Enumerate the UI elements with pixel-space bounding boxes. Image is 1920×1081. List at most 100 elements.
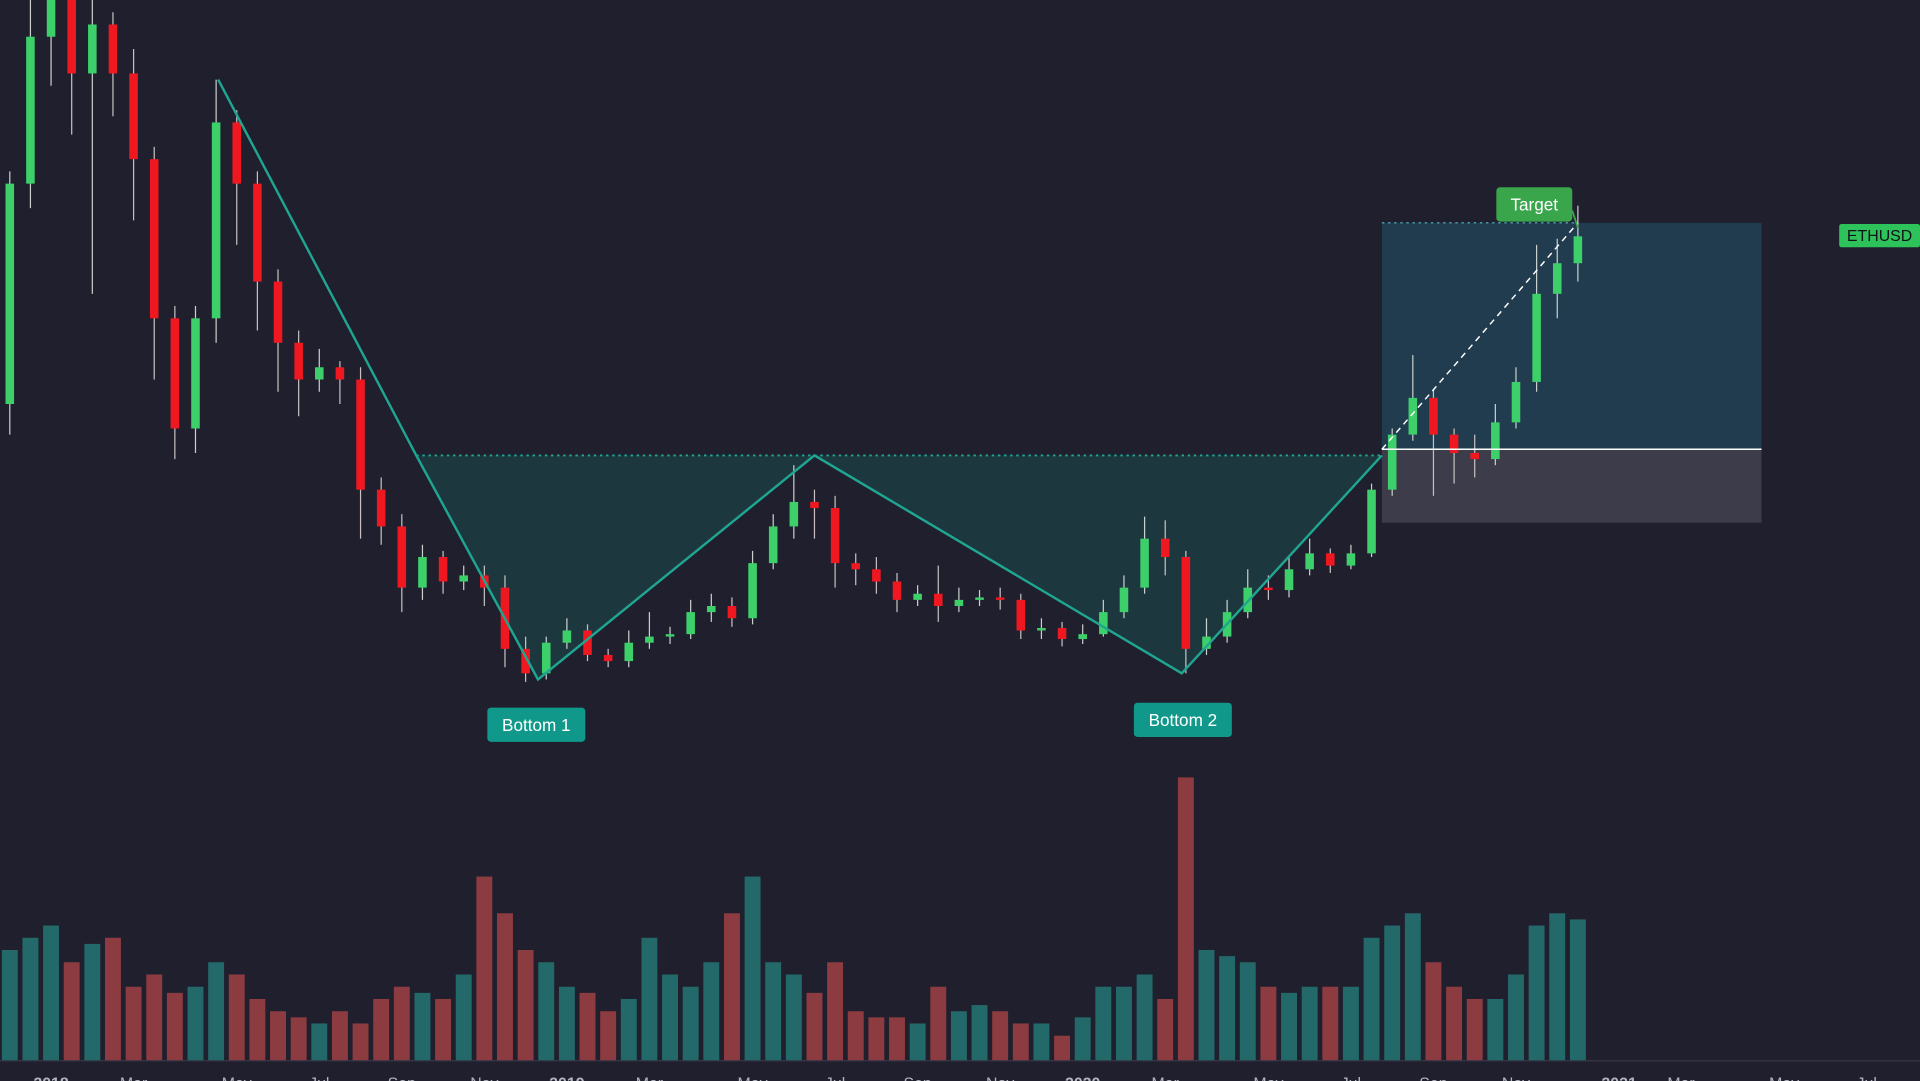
volume-bar xyxy=(1281,992,1297,1061)
candle-body xyxy=(1284,569,1294,591)
candle-body xyxy=(583,630,592,655)
volume-bar xyxy=(806,992,823,1061)
x-tick-label: Nov xyxy=(1502,1075,1530,1081)
annotation-box xyxy=(487,707,586,742)
volume-bar xyxy=(538,962,555,1061)
candle-body xyxy=(707,605,716,613)
candle-body xyxy=(253,183,262,282)
volume-bar xyxy=(1404,913,1421,1061)
volume-bar xyxy=(373,998,390,1061)
candle-body xyxy=(315,367,324,380)
volume-bar xyxy=(105,937,121,1061)
x-tick-label: Nov xyxy=(470,1075,498,1081)
volume-bar xyxy=(228,974,245,1061)
volume-bar xyxy=(1446,986,1463,1061)
volume-bar xyxy=(1569,919,1586,1061)
candle-body xyxy=(5,183,15,404)
volume-bar xyxy=(1219,956,1236,1061)
volume-bar xyxy=(1301,986,1318,1061)
volume-bar xyxy=(1239,962,1256,1061)
volume-bar xyxy=(600,1011,617,1061)
volume-bar xyxy=(43,925,60,1061)
volume-bar xyxy=(889,1017,905,1061)
volume-bar xyxy=(1322,986,1339,1061)
candle-body xyxy=(397,526,407,588)
x-tick-label: 2020 xyxy=(1065,1075,1101,1081)
candle-body xyxy=(665,634,675,637)
volume-bar xyxy=(620,998,637,1061)
volume-bar xyxy=(414,992,431,1061)
candle-body xyxy=(1202,636,1211,649)
candle-body xyxy=(1573,236,1583,264)
volume-bar xyxy=(579,992,596,1061)
candle-body xyxy=(170,318,180,429)
volume-bar xyxy=(166,992,183,1061)
volume-bar xyxy=(1342,986,1359,1061)
volume-bar xyxy=(352,1023,369,1061)
candle-body xyxy=(1552,263,1562,294)
candle-body xyxy=(541,642,551,674)
volume-bar xyxy=(1095,986,1112,1061)
volume-bar xyxy=(827,962,844,1061)
candle-body xyxy=(129,73,138,160)
candle-body xyxy=(872,569,881,582)
volume-bar xyxy=(1549,913,1566,1061)
x-tick-label: Jul xyxy=(1857,1075,1877,1081)
x-tick-label: 2018 xyxy=(33,1075,69,1081)
candle-body xyxy=(26,36,35,184)
volume-bar xyxy=(1074,1017,1091,1061)
volume-bar xyxy=(703,962,720,1061)
volume-bar xyxy=(847,1011,864,1061)
annotation-label: Bottom 1 xyxy=(502,715,571,735)
volume-bar xyxy=(1528,925,1545,1061)
candle-body xyxy=(995,597,1005,600)
volume-bar xyxy=(744,876,761,1061)
candle-body xyxy=(954,599,964,606)
volume-bar xyxy=(1487,998,1504,1061)
stop-zone xyxy=(1381,449,1762,523)
candle-body xyxy=(1078,634,1087,640)
volume-bar xyxy=(971,1005,988,1061)
x-tick-label: Nov xyxy=(986,1075,1014,1081)
volume-bar xyxy=(1384,925,1401,1061)
candle-body xyxy=(418,557,427,588)
volume-bar xyxy=(1116,986,1132,1061)
candle-body xyxy=(562,630,572,643)
volume-bar xyxy=(187,986,204,1061)
volume-bar xyxy=(249,998,266,1061)
candle-body xyxy=(810,501,819,509)
volume-bar xyxy=(1,950,18,1061)
x-tick-label: Jul xyxy=(309,1075,329,1081)
candle-body xyxy=(1408,397,1418,435)
x-tick-label: May xyxy=(1253,1075,1283,1081)
annotation-box xyxy=(1133,702,1232,737)
annotation-box xyxy=(1496,187,1573,222)
candle-body xyxy=(624,642,634,662)
projection-line xyxy=(1381,222,1579,450)
candle-body xyxy=(1326,553,1335,566)
x-tick-label: May xyxy=(222,1075,252,1081)
volume-bar xyxy=(331,1011,348,1061)
x-tick-label: Mar xyxy=(120,1075,148,1081)
x-tick-label: Mar xyxy=(1152,1075,1180,1081)
candle-body xyxy=(294,342,303,380)
volume-bar xyxy=(641,937,658,1061)
volume-bar xyxy=(1425,962,1442,1061)
volume-bar xyxy=(723,913,740,1061)
candle-body xyxy=(1532,293,1541,382)
volume-bar xyxy=(1198,950,1215,1061)
volume-bar xyxy=(930,986,947,1061)
volume-bar xyxy=(682,986,699,1061)
candle-body xyxy=(933,593,943,606)
volume-bar xyxy=(1466,998,1483,1061)
candle-body xyxy=(1160,538,1170,558)
candle-body xyxy=(1119,587,1129,613)
volume-bar xyxy=(558,986,575,1061)
pattern-area xyxy=(416,455,1382,680)
volume-bar xyxy=(208,962,225,1061)
volume-bar xyxy=(868,1017,885,1061)
candle-body xyxy=(521,648,530,674)
x-tick-label: 2021 xyxy=(1601,1075,1637,1081)
